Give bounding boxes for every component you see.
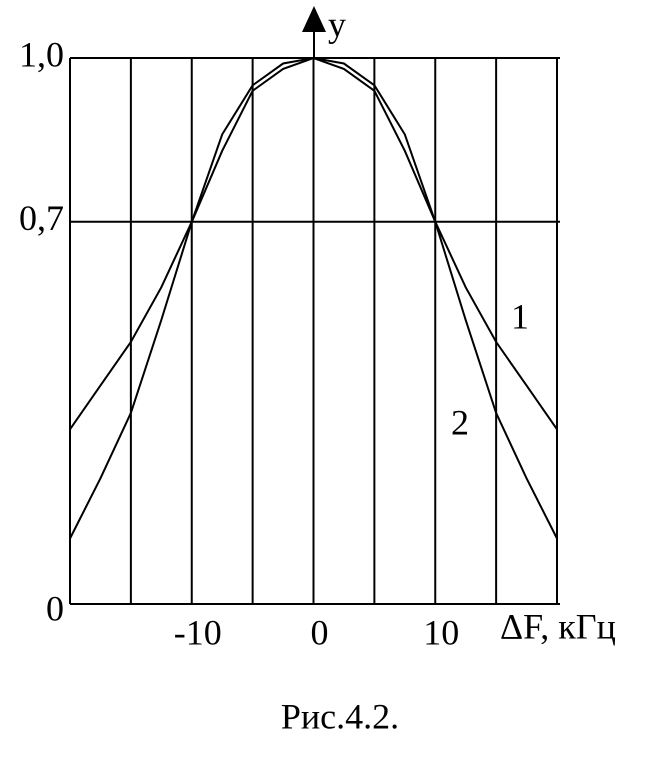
x-axis-label: ΔF, кГц (500, 606, 616, 646)
y-tick-label: 0,7 (19, 198, 64, 238)
caption: Рис.4.2. (281, 696, 399, 736)
curve (69, 56, 558, 539)
curve-label: 1 (511, 296, 529, 336)
y-axis-label: y (328, 4, 346, 44)
y-tick-label: 0 (46, 588, 64, 628)
arrow-head (302, 6, 326, 32)
x-tick-label: 0 (311, 612, 329, 652)
curve-label: 2 (451, 402, 469, 442)
x-tick-label: 10 (423, 612, 459, 652)
y-tick-label: 1,0 (19, 34, 64, 74)
x-tick-label: -10 (174, 612, 222, 652)
